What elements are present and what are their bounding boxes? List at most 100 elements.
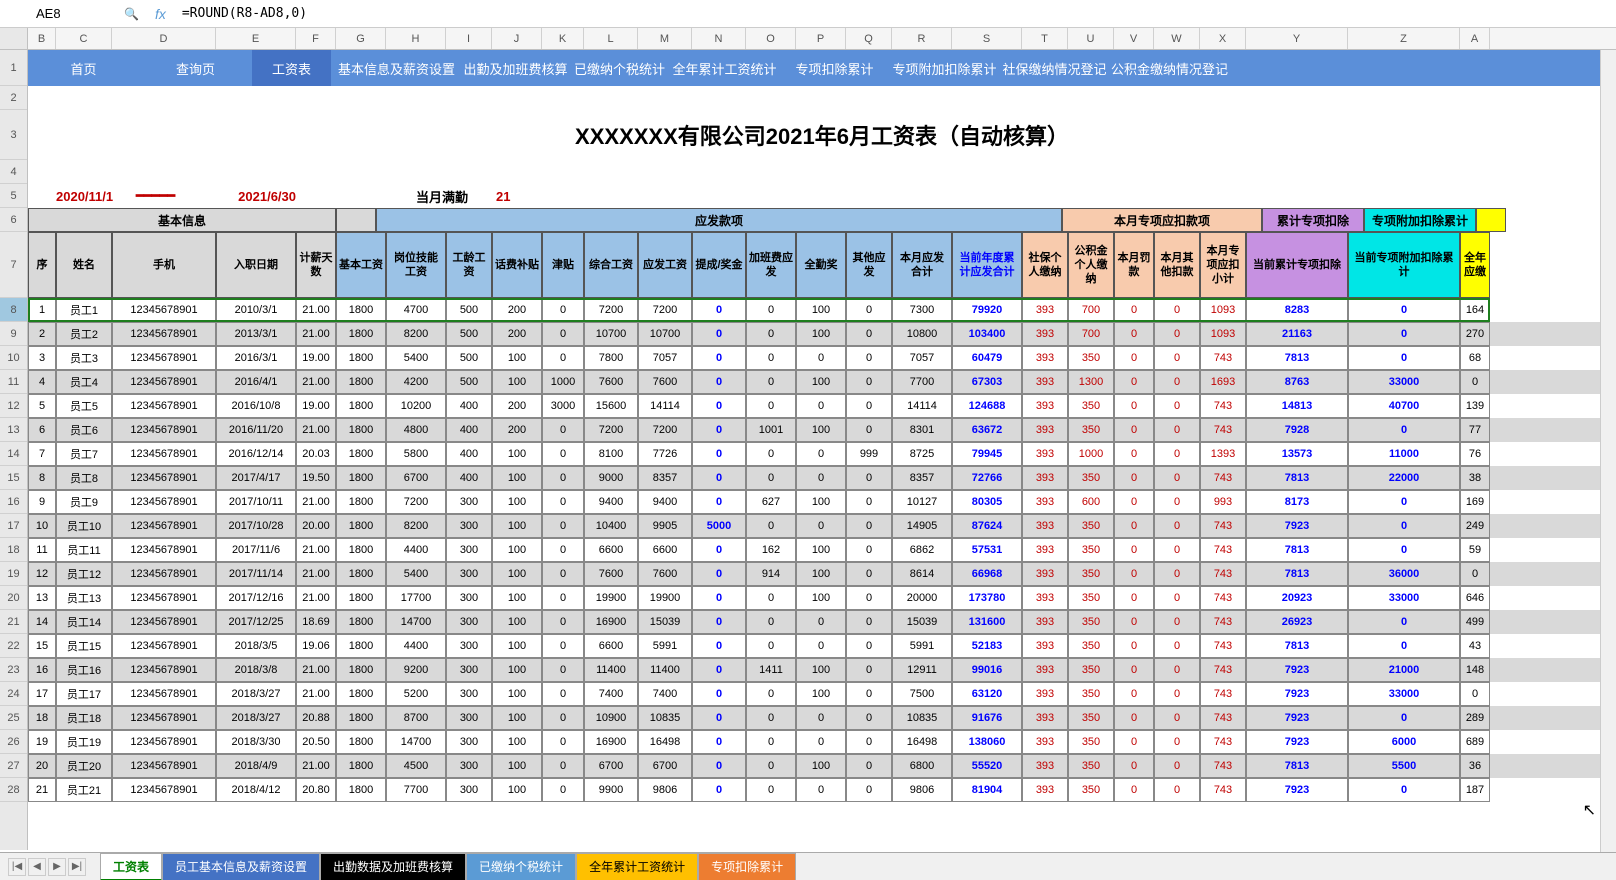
table-cell[interactable]: 19.00	[296, 346, 336, 370]
table-cell[interactable]: 1693	[1200, 370, 1246, 394]
table-cell[interactable]: 7813	[1246, 634, 1348, 658]
table-cell[interactable]: 14700	[386, 610, 446, 634]
row-header[interactable]: 17	[0, 514, 27, 538]
table-cell[interactable]: 2018/3/27	[216, 682, 296, 706]
table-cell[interactable]: 63120	[952, 682, 1022, 706]
table-cell[interactable]: 8763	[1246, 370, 1348, 394]
table-cell[interactable]: 500	[446, 322, 492, 346]
sheet-tab[interactable]: 工资表	[100, 853, 162, 880]
table-cell[interactable]: 0	[846, 538, 892, 562]
column-header[interactable]: X	[1200, 28, 1246, 49]
table-cell[interactable]: 393	[1022, 514, 1068, 538]
table-cell[interactable]: 8283	[1246, 298, 1348, 322]
table-cell[interactable]: 1393	[1200, 442, 1246, 466]
table-cell[interactable]: 350	[1068, 562, 1114, 586]
table-cell[interactable]: 0	[1460, 682, 1490, 706]
table-cell[interactable]: 393	[1022, 658, 1068, 682]
table-cell[interactable]: 11400	[638, 658, 692, 682]
table-cell[interactable]: 10200	[386, 394, 446, 418]
table-cell[interactable]: 18.69	[296, 610, 336, 634]
table-cell[interactable]: 12345678901	[112, 730, 216, 754]
sheet-grid[interactable]: 首页查询页工资表基本信息及薪资设置出勤及加班费核算已缴纳个税统计全年累计工资统计…	[28, 50, 1616, 850]
table-cell[interactable]: 20	[28, 754, 56, 778]
table-cell[interactable]: 743	[1200, 418, 1246, 442]
table-cell[interactable]: 0	[542, 346, 584, 370]
table-cell[interactable]: 15039	[638, 610, 692, 634]
table-cell[interactable]: 3	[28, 346, 56, 370]
column-header[interactable]: H	[386, 28, 446, 49]
table-cell[interactable]: 7200	[638, 418, 692, 442]
table-cell[interactable]: 7600	[584, 370, 638, 394]
table-cell[interactable]: 2	[28, 322, 56, 346]
select-all-corner[interactable]	[0, 28, 28, 49]
table-cell[interactable]: 16498	[892, 730, 952, 754]
table-row[interactable]: 20员工20123456789012018/4/921.001800450030…	[28, 754, 1616, 778]
table-cell[interactable]: 2017/11/6	[216, 538, 296, 562]
table-cell[interactable]: 19	[28, 730, 56, 754]
table-cell[interactable]: 员工10	[56, 514, 112, 538]
table-cell[interactable]: 2018/3/8	[216, 658, 296, 682]
table-cell[interactable]: 0	[1348, 322, 1460, 346]
table-cell[interactable]: 0	[1114, 418, 1154, 442]
table-cell[interactable]: 0	[746, 730, 796, 754]
table-cell[interactable]: 200	[492, 394, 542, 418]
table-cell[interactable]: 20.03	[296, 442, 336, 466]
table-cell[interactable]: 0	[846, 682, 892, 706]
table-cell[interactable]: 员工2	[56, 322, 112, 346]
table-cell[interactable]: 100	[492, 754, 542, 778]
table-cell[interactable]: 12345678901	[112, 442, 216, 466]
table-row[interactable]: 16员工16123456789012018/3/821.001800920030…	[28, 658, 1616, 682]
table-cell[interactable]: 0	[796, 610, 846, 634]
table-cell[interactable]: 4200	[386, 370, 446, 394]
table-cell[interactable]: 0	[1154, 562, 1200, 586]
table-cell[interactable]: 100	[796, 538, 846, 562]
row-header[interactable]: 25	[0, 706, 27, 730]
table-cell[interactable]: 0	[1154, 658, 1200, 682]
table-cell[interactable]: 1800	[336, 466, 386, 490]
table-cell[interactable]: 0	[1154, 490, 1200, 514]
table-cell[interactable]: 9900	[584, 778, 638, 802]
table-cell[interactable]: 0	[1154, 394, 1200, 418]
table-cell[interactable]: 11	[28, 538, 56, 562]
table-row[interactable]: 10员工10123456789012017/10/2820.0018008200…	[28, 514, 1616, 538]
table-cell[interactable]: 0	[1154, 418, 1200, 442]
table-cell[interactable]: 12345678901	[112, 562, 216, 586]
table-cell[interactable]: 7400	[638, 682, 692, 706]
table-cell[interactable]: 36000	[1348, 562, 1460, 586]
table-cell[interactable]: 22000	[1348, 466, 1460, 490]
row-header[interactable]: 2	[0, 86, 27, 110]
table-cell[interactable]: 12345678901	[112, 658, 216, 682]
table-cell[interactable]: 12345678901	[112, 586, 216, 610]
table-cell[interactable]: 0	[542, 538, 584, 562]
table-cell[interactable]: 1800	[336, 370, 386, 394]
table-cell[interactable]: 87624	[952, 514, 1022, 538]
table-cell[interactable]: 7700	[892, 370, 952, 394]
table-cell[interactable]: 103400	[952, 322, 1022, 346]
table-cell[interactable]: 743	[1200, 466, 1246, 490]
table-cell[interactable]: 6000	[1348, 730, 1460, 754]
table-cell[interactable]: 0	[796, 442, 846, 466]
table-cell[interactable]: 350	[1068, 754, 1114, 778]
table-cell[interactable]: 员工6	[56, 418, 112, 442]
table-cell[interactable]: 993	[1200, 490, 1246, 514]
table-cell[interactable]: 743	[1200, 610, 1246, 634]
table-row[interactable]: 4员工4123456789012016/4/121.00180042005001…	[28, 370, 1616, 394]
table-cell[interactable]: 164	[1460, 298, 1490, 322]
table-cell[interactable]: 0	[746, 778, 796, 802]
table-cell[interactable]: 6700	[638, 754, 692, 778]
table-cell[interactable]: 0	[1154, 298, 1200, 322]
table-row[interactable]: 21员工21123456789012018/4/1220.80180077003…	[28, 778, 1616, 802]
table-cell[interactable]: 0	[692, 682, 746, 706]
table-cell[interactable]: 2017/12/16	[216, 586, 296, 610]
table-cell[interactable]: 21.00	[296, 682, 336, 706]
table-cell[interactable]: 0	[542, 322, 584, 346]
column-header[interactable]: D	[112, 28, 216, 49]
row-header[interactable]: 22	[0, 634, 27, 658]
table-cell[interactable]: 7726	[638, 442, 692, 466]
table-cell[interactable]: 100	[796, 682, 846, 706]
table-cell[interactable]: 10700	[638, 322, 692, 346]
table-cell[interactable]: 300	[446, 538, 492, 562]
table-cell[interactable]: 19.06	[296, 634, 336, 658]
table-cell[interactable]: 20.00	[296, 514, 336, 538]
table-cell[interactable]: 13573	[1246, 442, 1348, 466]
